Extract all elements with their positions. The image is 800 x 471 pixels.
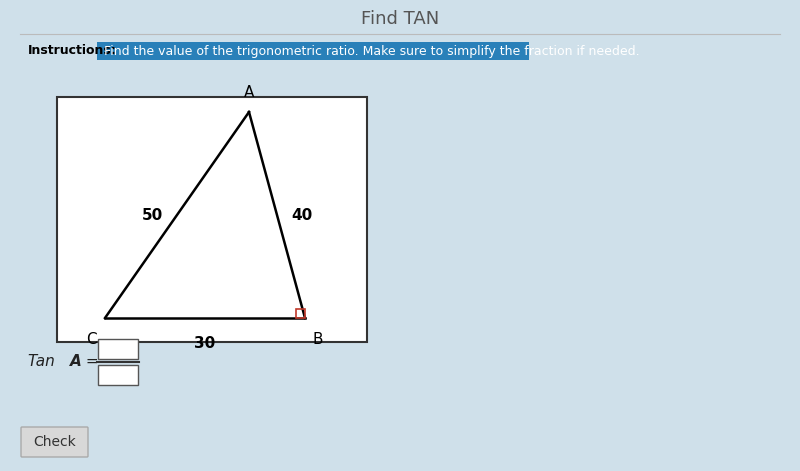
Text: C: C (86, 332, 97, 347)
Text: 40: 40 (291, 208, 312, 222)
Text: Check: Check (33, 435, 76, 449)
Bar (296, 309, 305, 318)
Text: 30: 30 (194, 336, 216, 351)
Bar (98, 365, 138, 385)
FancyBboxPatch shape (21, 427, 88, 457)
Bar (57, 97, 367, 342)
Text: =: = (81, 355, 98, 370)
Text: Instructions:: Instructions: (28, 44, 117, 57)
Text: Tan: Tan (28, 355, 60, 370)
Text: A: A (70, 355, 82, 370)
Text: Find the value of the trigonometric ratio. Make sure to simplify the fraction if: Find the value of the trigonometric rati… (100, 44, 640, 57)
Text: Find TAN: Find TAN (361, 10, 439, 28)
Bar (98, 339, 138, 359)
Bar (97, 42, 529, 60)
Text: A: A (244, 85, 254, 100)
Text: 50: 50 (142, 208, 163, 222)
Text: B: B (313, 332, 323, 347)
